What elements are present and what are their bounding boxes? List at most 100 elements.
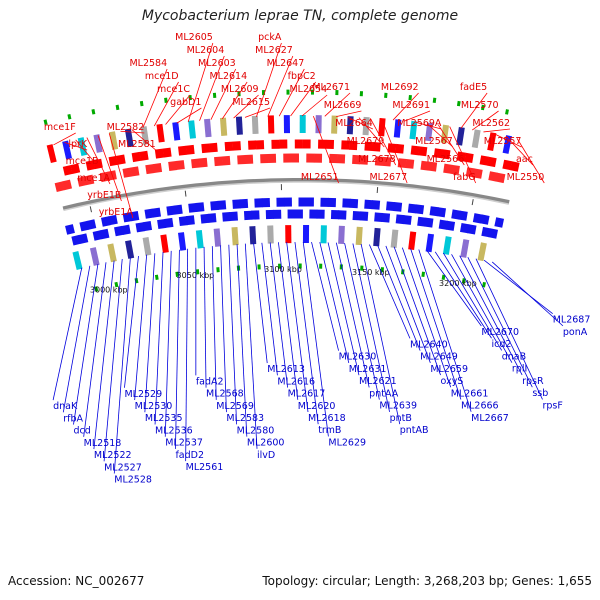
tick-mark bbox=[89, 206, 92, 213]
label-leader-line bbox=[443, 252, 503, 351]
label-leader-line bbox=[434, 251, 492, 339]
forward-gene bbox=[473, 168, 483, 179]
gene-label: ML2550 bbox=[507, 172, 545, 183]
forward-gene bbox=[77, 176, 87, 187]
gene-label: ML2678 bbox=[358, 154, 396, 165]
gene-label: ML2584 bbox=[129, 58, 167, 69]
reverse-rna-feature bbox=[142, 237, 152, 256]
reverse-gene bbox=[287, 209, 296, 219]
forward-gene bbox=[279, 139, 288, 149]
forward-gene bbox=[122, 167, 132, 178]
gene-features bbox=[43, 89, 520, 292]
gene-label: ML2528 bbox=[114, 475, 152, 486]
reverse-gene bbox=[164, 217, 174, 228]
forward-rna-feature bbox=[46, 144, 57, 164]
forward-gene bbox=[318, 139, 327, 149]
label-leader-line bbox=[459, 255, 523, 376]
gene-label: ML2659 bbox=[430, 364, 468, 375]
forward-gene bbox=[374, 156, 384, 166]
gc-skew-dot bbox=[154, 274, 159, 281]
gene-label: ML2581 bbox=[118, 139, 156, 150]
forward-gene bbox=[247, 140, 257, 150]
label-leader-line bbox=[253, 243, 268, 364]
gene-label: ML2679 bbox=[347, 136, 385, 147]
reverse-gene bbox=[402, 215, 412, 225]
label-leader-line bbox=[335, 242, 370, 388]
reverse-gene bbox=[467, 224, 477, 235]
reverse-gene bbox=[200, 213, 210, 224]
label-leader-line bbox=[62, 265, 91, 413]
reverse-gene bbox=[371, 200, 381, 210]
reverse-rna-feature bbox=[231, 227, 239, 246]
gene-label: ML2605 bbox=[175, 32, 213, 43]
forward-gene bbox=[359, 155, 369, 165]
gene-label: mce1C bbox=[157, 84, 190, 95]
reverse-gene bbox=[222, 212, 231, 222]
gene-label: yrbE1B bbox=[87, 190, 121, 201]
reverse-gene bbox=[195, 202, 205, 212]
gc-skew-dot bbox=[310, 89, 315, 95]
gc-skew-dot bbox=[481, 104, 485, 111]
map-title: Mycobacterium leprae TN, complete genome bbox=[141, 8, 459, 24]
forward-gene bbox=[221, 155, 231, 166]
gene-label: ML2529 bbox=[124, 389, 162, 400]
label-leader-line bbox=[75, 139, 99, 168]
forward-rna-feature bbox=[156, 123, 165, 143]
label-leader-line bbox=[83, 262, 107, 437]
forward-gene bbox=[502, 159, 513, 171]
reverse-gene bbox=[305, 197, 314, 207]
gene-label: rpsR bbox=[522, 376, 544, 387]
gene-label: ML2537 bbox=[165, 438, 203, 449]
label-leader-line bbox=[347, 116, 374, 130]
gene-label: rfbA bbox=[63, 413, 83, 424]
gene-label: ML2567 bbox=[415, 136, 453, 147]
forward-gene bbox=[232, 141, 241, 151]
gene-label: ML2535 bbox=[145, 413, 183, 424]
label-leader-line bbox=[142, 68, 168, 128]
reverse-gene bbox=[309, 209, 318, 219]
reverse-gene bbox=[417, 216, 427, 227]
forward-gene bbox=[108, 155, 119, 167]
gene-label: mce1B bbox=[66, 156, 99, 167]
reverse-gene bbox=[78, 233, 89, 244]
gc-skew-dot bbox=[421, 271, 426, 277]
gene-label: aac bbox=[516, 154, 533, 165]
reverse-gene bbox=[451, 209, 461, 220]
reverse-rna-feature bbox=[89, 247, 100, 266]
label-leader-line bbox=[418, 249, 472, 412]
reverse-gene bbox=[494, 217, 505, 228]
label-leader-line bbox=[475, 258, 543, 400]
forward-gene bbox=[382, 156, 392, 167]
gene-label: ML2600 bbox=[247, 438, 285, 449]
gc-skew-dot bbox=[67, 113, 72, 120]
gene-label: rpsF bbox=[543, 400, 563, 411]
forward-rna-feature bbox=[487, 132, 497, 151]
reverse-rna-feature bbox=[160, 234, 169, 254]
gene-label: ML2639 bbox=[379, 401, 417, 412]
label-leader-line bbox=[385, 245, 431, 363]
label-leader-line bbox=[164, 250, 172, 437]
reverse-gene bbox=[121, 224, 131, 235]
reverse-gene bbox=[239, 198, 249, 209]
gc-skew-dot bbox=[286, 89, 290, 95]
reverse-gene bbox=[157, 218, 167, 230]
tick-label: 3100 kbp bbox=[264, 265, 302, 274]
backbone-highlight bbox=[63, 181, 509, 212]
forward-gene bbox=[410, 145, 420, 156]
reverse-gene bbox=[71, 234, 82, 246]
forward-gene bbox=[255, 140, 265, 150]
genome-backbone bbox=[62, 178, 510, 212]
reverse-gene bbox=[472, 213, 483, 224]
reverse-gene bbox=[459, 222, 470, 234]
gc-skew-dot bbox=[139, 100, 144, 107]
forward-gene bbox=[267, 153, 277, 164]
gene-label: ML2536 bbox=[155, 425, 193, 436]
forward-gene bbox=[62, 165, 73, 176]
label-leader-line bbox=[203, 246, 207, 388]
forward-gene bbox=[260, 153, 269, 164]
reverse-gene bbox=[364, 199, 373, 210]
label-leader-line bbox=[336, 110, 362, 118]
reverse-gene bbox=[86, 219, 97, 230]
gene-label: fadA2 bbox=[196, 376, 224, 387]
gene-label: ML2640 bbox=[410, 339, 448, 350]
